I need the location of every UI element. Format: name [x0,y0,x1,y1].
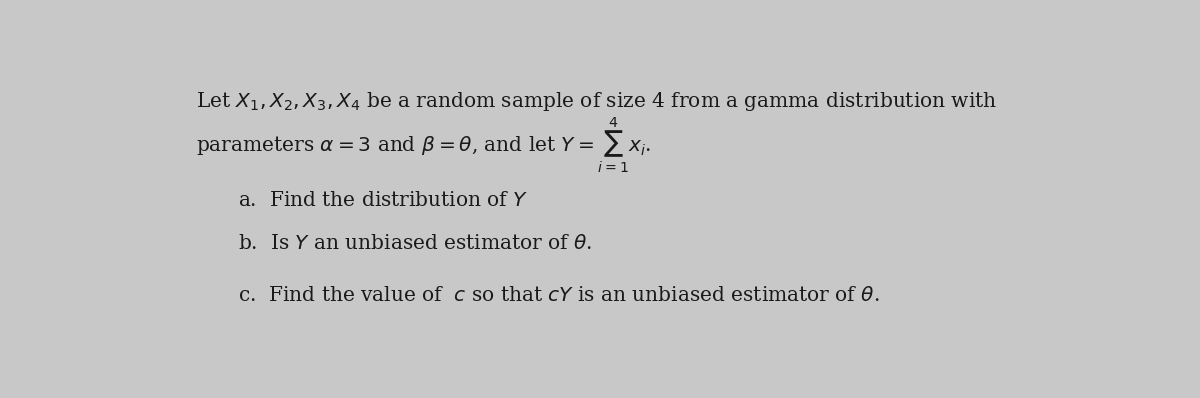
Text: Let $X_1, X_2, X_3, X_4$ be a random sample of size 4 from a gamma distribution : Let $X_1, X_2, X_3, X_4$ be a random sam… [197,90,997,113]
Text: parameters $\alpha = 3$ and $\beta = \theta$, and let $Y = \sum_{i=1}^{4} x_i$.: parameters $\alpha = 3$ and $\beta = \th… [197,116,652,176]
Text: a.  Find the distribution of $Y$: a. Find the distribution of $Y$ [239,191,529,211]
Text: b.  Is $Y$ an unbiased estimator of $\theta$.: b. Is $Y$ an unbiased estimator of $\the… [239,234,593,254]
Text: c.  Find the value of  $c$ so that $cY$ is an unbiased estimator of $\theta$.: c. Find the value of $c$ so that $cY$ is… [239,287,880,306]
